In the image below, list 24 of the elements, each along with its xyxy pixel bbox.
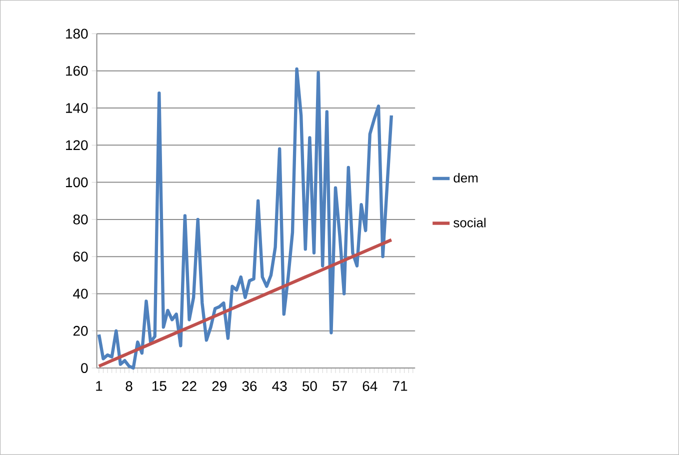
legend-label: social: [454, 218, 486, 228]
y-tick-label: 80: [73, 214, 88, 224]
x-tick-label: 22: [182, 381, 196, 392]
y-tick-label: 140: [66, 103, 88, 114]
y-tick-label: 20: [73, 326, 88, 336]
x-tick-label: 71: [392, 381, 408, 391]
y-tick-label: 0: [81, 363, 88, 374]
line-series: [97, 68, 394, 370]
x-tick-label: 43: [272, 381, 287, 392]
x-tick-label: 15: [152, 381, 166, 392]
y-tick-label: 60: [73, 252, 88, 262]
x-tick-label: 36: [242, 381, 257, 392]
y-tick-label: 180: [66, 28, 88, 39]
x-tick-label: 64: [362, 381, 378, 392]
x-tick-label: 1: [96, 381, 102, 391]
x-tick-label: 8: [126, 381, 132, 392]
x-tick-label: 57: [332, 381, 347, 392]
y-tick-label: 160: [66, 66, 88, 76]
y-tick-label: 120: [66, 140, 88, 150]
x-tick-label: 50: [302, 381, 317, 392]
y-tick-label: 40: [73, 288, 88, 299]
x-tick-label: 29: [212, 381, 226, 392]
y-tick-label: 100: [66, 177, 88, 188]
legend-label: dem: [454, 173, 478, 183]
